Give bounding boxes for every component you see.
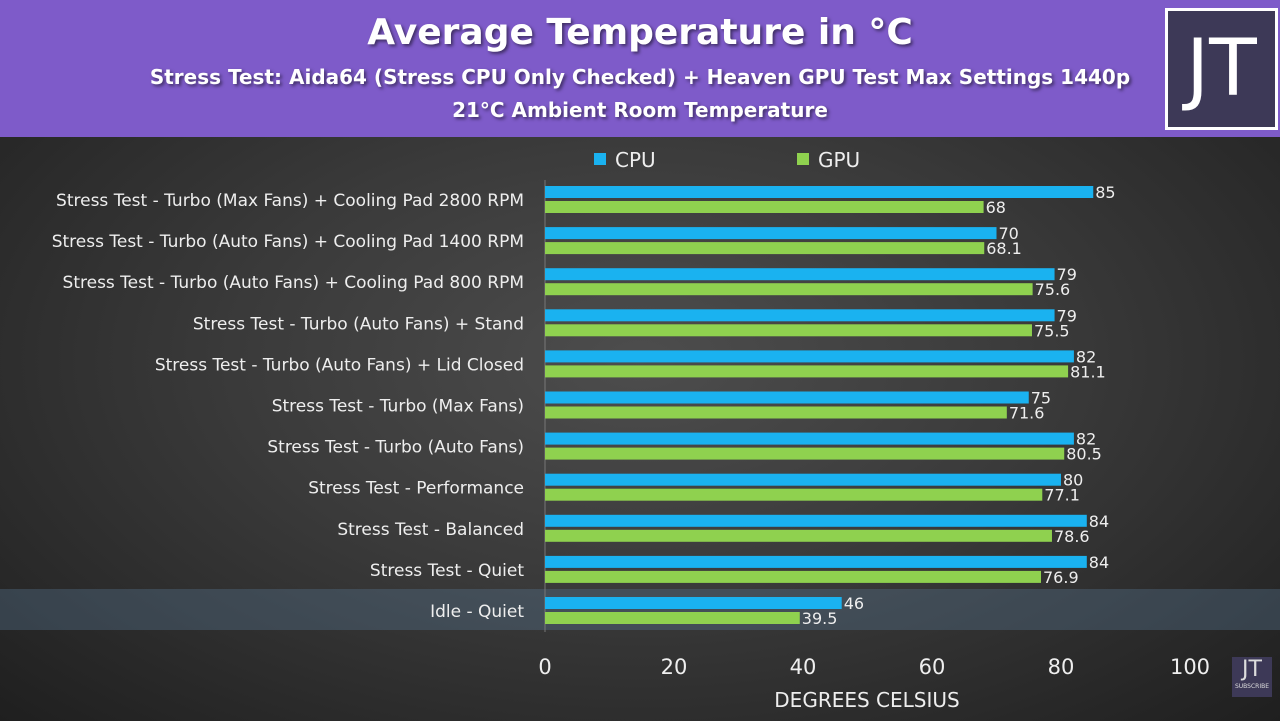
channel-logo: JT [1165, 8, 1278, 130]
data-label-cpu: 80 [1063, 471, 1083, 490]
bar-gpu [545, 488, 1043, 501]
category-label: Stress Test - Performance [308, 479, 524, 499]
legend-label-cpu: CPU [615, 148, 656, 172]
x-tick-label: 60 [919, 655, 946, 679]
category-label: Stress Test - Quiet [370, 561, 524, 581]
bar-cpu [545, 391, 1029, 404]
x-tick-label: 80 [1048, 655, 1075, 679]
data-label-cpu: 82 [1076, 430, 1096, 449]
category-label: Stress Test - Turbo (Auto Fans) + Coolin… [52, 232, 524, 252]
bar-gpu [545, 242, 985, 255]
category-label: Stress Test - Turbo (Max Fans) [272, 397, 524, 417]
legend-swatch-gpu [797, 153, 809, 165]
subscribe-logo-mark: JT [1242, 657, 1262, 682]
x-tick-label: 40 [790, 655, 817, 679]
data-label-gpu: 78.6 [1054, 527, 1090, 546]
subscribe-logo[interactable]: JT SUBSCRIBE [1232, 657, 1272, 697]
bar-gpu [545, 447, 1065, 460]
bar-gpu [545, 529, 1052, 542]
data-label-gpu: 71.6 [1009, 404, 1045, 423]
chart-subtitle: Stress Test: Aida64 (Stress CPU Only Che… [149, 65, 1131, 89]
bar-cpu [545, 473, 1061, 486]
category-label: Stress Test - Turbo (Auto Fans) + Stand [193, 314, 524, 334]
bar-cpu [545, 350, 1074, 363]
data-label-cpu: 84 [1089, 553, 1109, 572]
x-tick-label: 20 [661, 655, 688, 679]
category-label: Stress Test - Turbo (Auto Fans) + Lid Cl… [155, 355, 524, 375]
category-label: Stress Test - Turbo (Auto Fans) [267, 438, 524, 458]
bar-gpu [545, 570, 1042, 583]
data-label-cpu: 84 [1089, 512, 1109, 531]
data-label-cpu: 79 [1057, 265, 1077, 284]
bar-gpu [545, 324, 1032, 337]
data-label-gpu: 75.6 [1035, 280, 1071, 299]
category-label: Stress Test - Balanced [337, 520, 524, 540]
bar-cpu [545, 268, 1055, 281]
bar-cpu [545, 555, 1087, 568]
bar-cpu [545, 309, 1055, 322]
category-label: Stress Test - Turbo (Max Fans) + Cooling… [56, 191, 524, 211]
data-label-cpu: 70 [999, 224, 1019, 243]
x-axis-title: DEGREES CELSIUS [774, 688, 959, 712]
chart-header: Average Temperature in °C Stress Test: A… [0, 0, 1280, 137]
category-label: Idle - Quiet [430, 602, 524, 622]
chart-title: Average Temperature in °C [367, 12, 913, 53]
data-label-gpu: 39.5 [802, 609, 838, 628]
data-label-cpu: 79 [1057, 306, 1077, 325]
data-label-gpu: 80.5 [1066, 445, 1102, 464]
data-label-gpu: 68.1 [986, 239, 1022, 258]
data-label-gpu: 76.9 [1043, 568, 1079, 587]
category-label: Stress Test - Turbo (Auto Fans) + Coolin… [63, 273, 524, 293]
bar-cpu [545, 432, 1074, 445]
bar-cpu [545, 227, 997, 240]
data-label-gpu: 75.5 [1034, 321, 1070, 340]
legend-label-gpu: GPU [818, 148, 860, 172]
bar-cpu [545, 514, 1087, 527]
data-label-gpu: 81.1 [1070, 362, 1106, 381]
bar-gpu [545, 283, 1033, 296]
legend-swatch-cpu [594, 153, 606, 165]
bar-gpu [545, 201, 984, 213]
bar-cpu [545, 597, 842, 609]
chart-subtitle-ambient: 21°C Ambient Room Temperature [452, 98, 828, 122]
data-label-cpu: 75 [1031, 389, 1051, 408]
subscribe-logo-label: SUBSCRIBE [1234, 683, 1270, 690]
bar-cpu [545, 186, 1094, 198]
bar-gpu [545, 612, 800, 624]
data-label-cpu: 85 [1095, 183, 1115, 202]
bar-gpu [545, 365, 1069, 378]
x-tick-label: 0 [538, 655, 551, 679]
x-tick-label: 100 [1170, 655, 1210, 679]
data-label-cpu: 82 [1076, 347, 1096, 366]
data-label-gpu: 68 [986, 198, 1006, 217]
data-label-gpu: 77.1 [1044, 486, 1080, 505]
data-label-cpu: 46 [844, 594, 864, 613]
bar-gpu [545, 406, 1007, 419]
